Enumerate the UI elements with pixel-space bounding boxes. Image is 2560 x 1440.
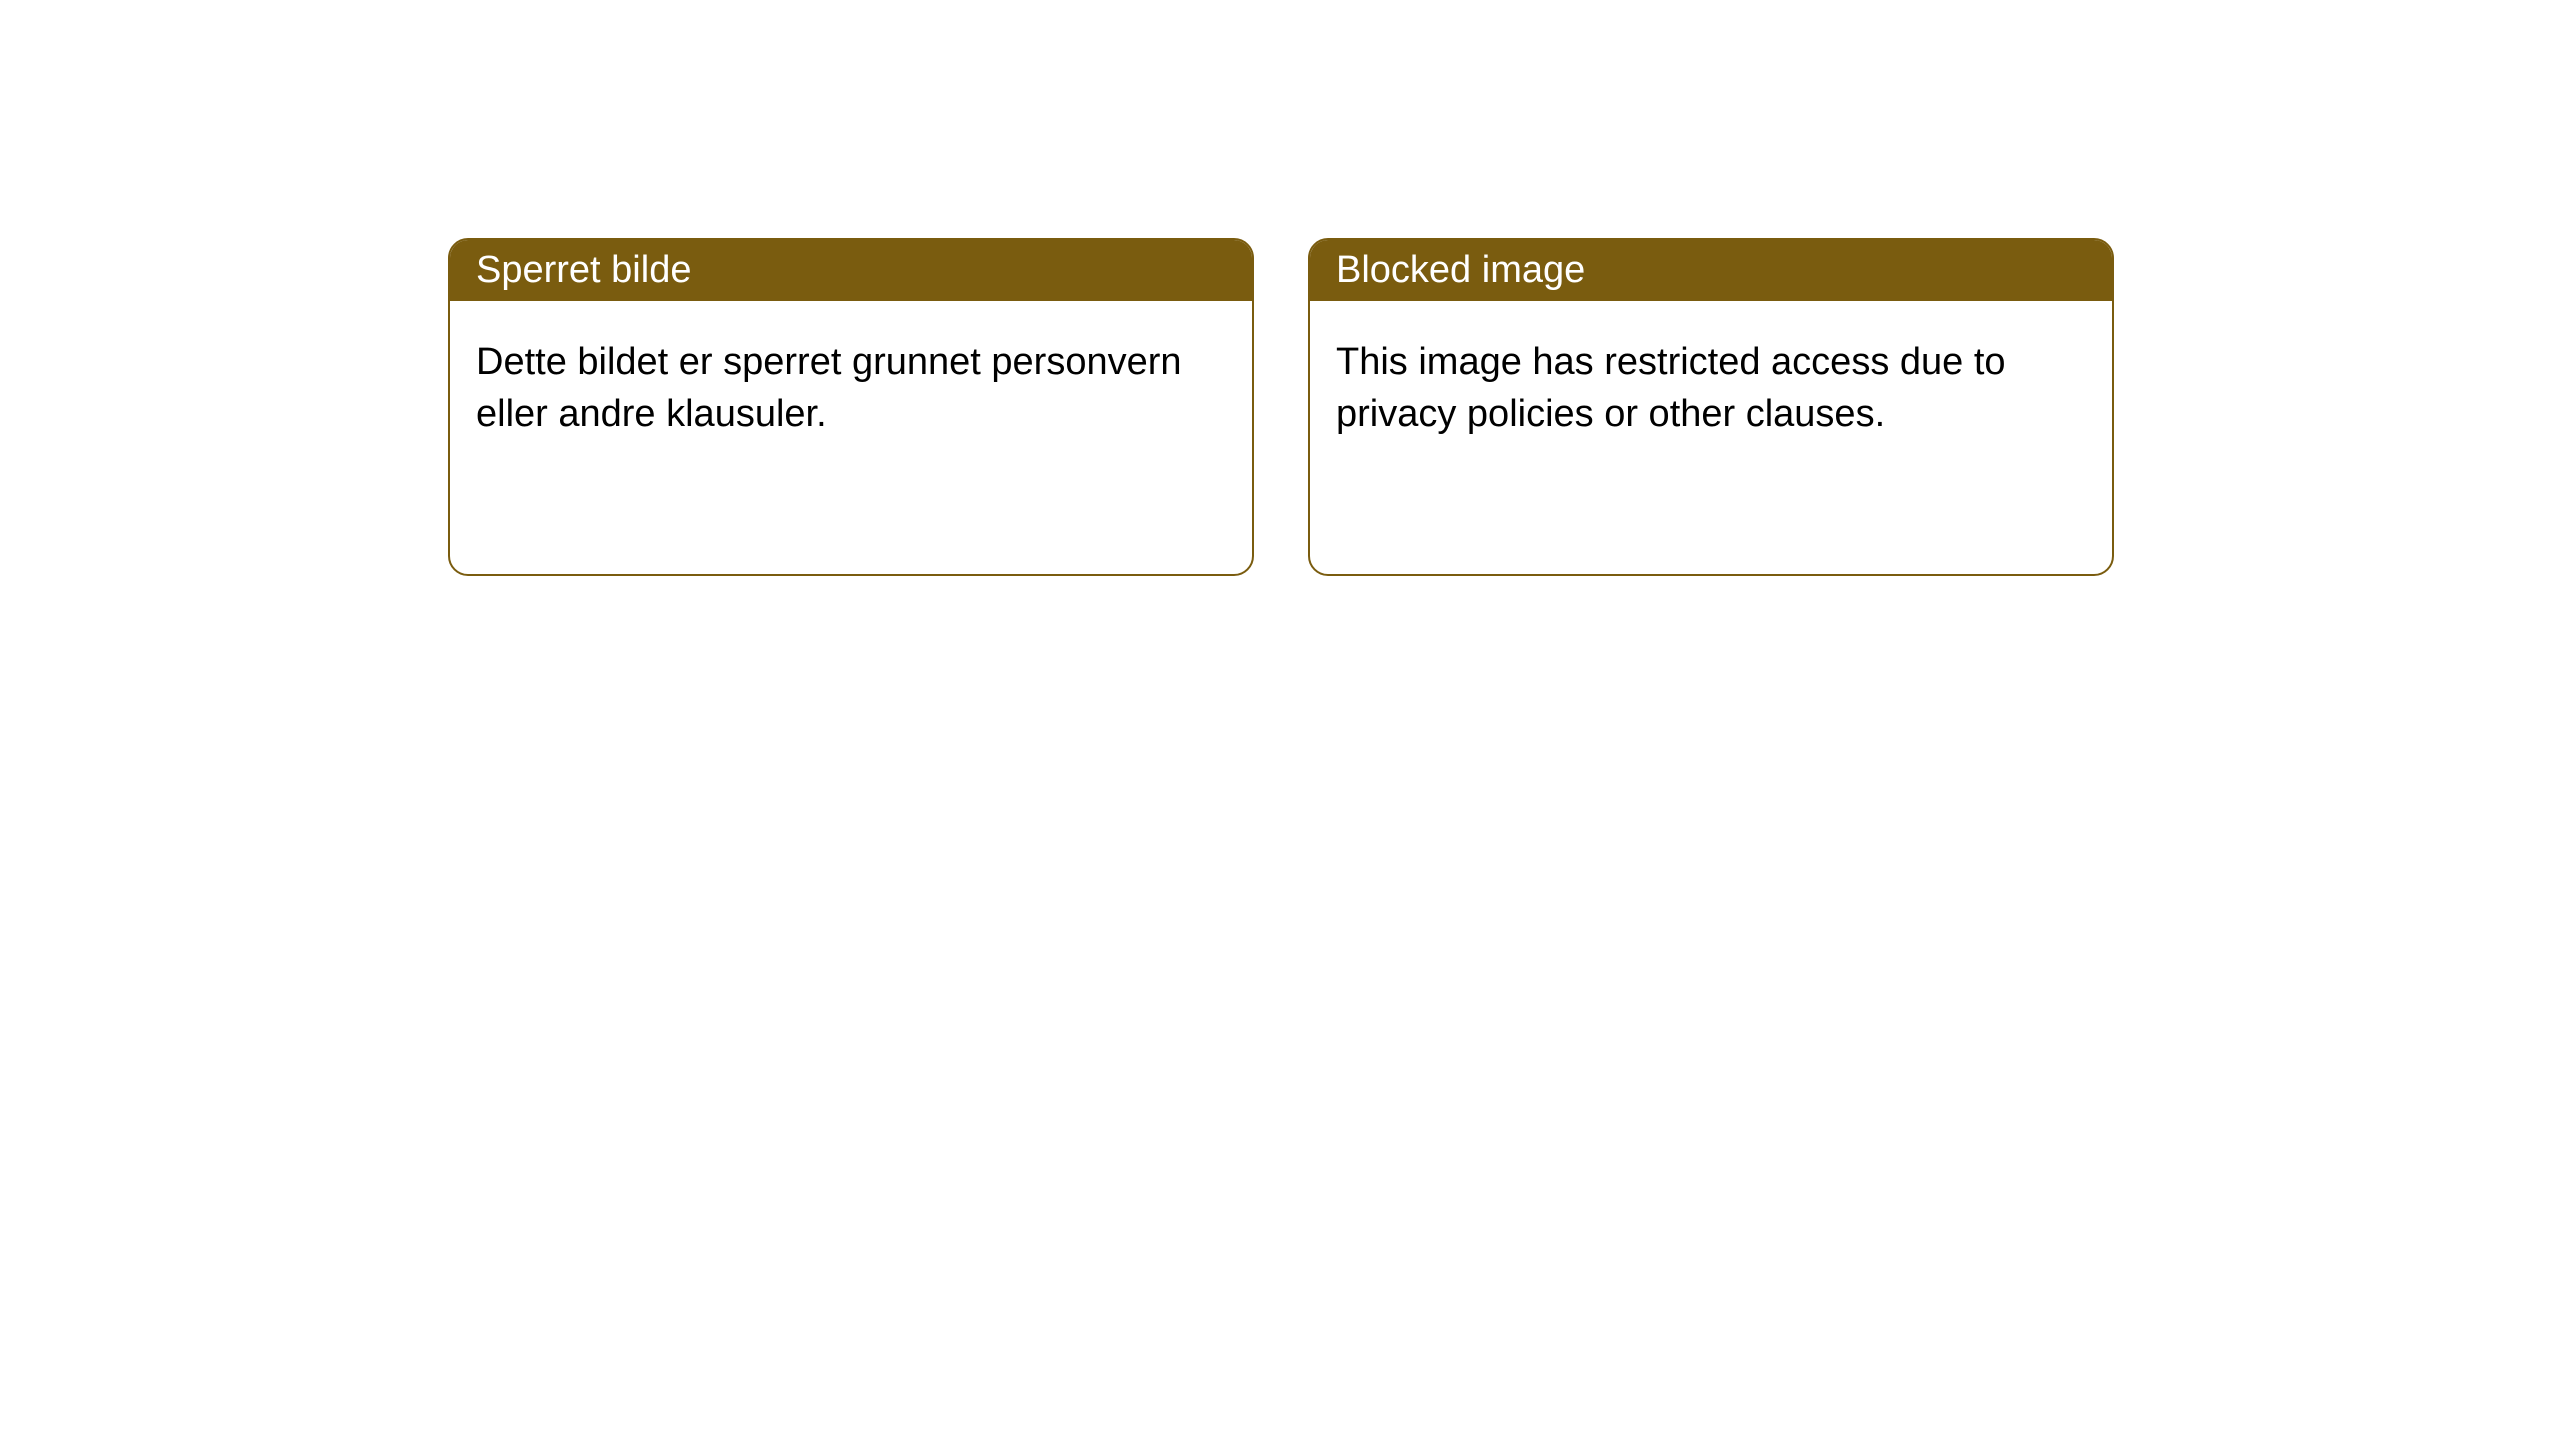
notice-header: Sperret bilde xyxy=(450,240,1252,301)
notice-card-english: Blocked image This image has restricted … xyxy=(1308,238,2114,576)
notice-text: This image has restricted access due to … xyxy=(1336,341,2006,435)
notice-body: Dette bildet er sperret grunnet personve… xyxy=(450,301,1252,476)
notice-card-norwegian: Sperret bilde Dette bildet er sperret gr… xyxy=(448,238,1254,576)
notice-body: This image has restricted access due to … xyxy=(1310,301,2112,476)
notice-title: Sperret bilde xyxy=(476,249,691,291)
notice-header: Blocked image xyxy=(1310,240,2112,301)
notice-title: Blocked image xyxy=(1336,249,1585,291)
notice-container: Sperret bilde Dette bildet er sperret gr… xyxy=(0,0,2560,576)
notice-text: Dette bildet er sperret grunnet personve… xyxy=(476,341,1182,435)
